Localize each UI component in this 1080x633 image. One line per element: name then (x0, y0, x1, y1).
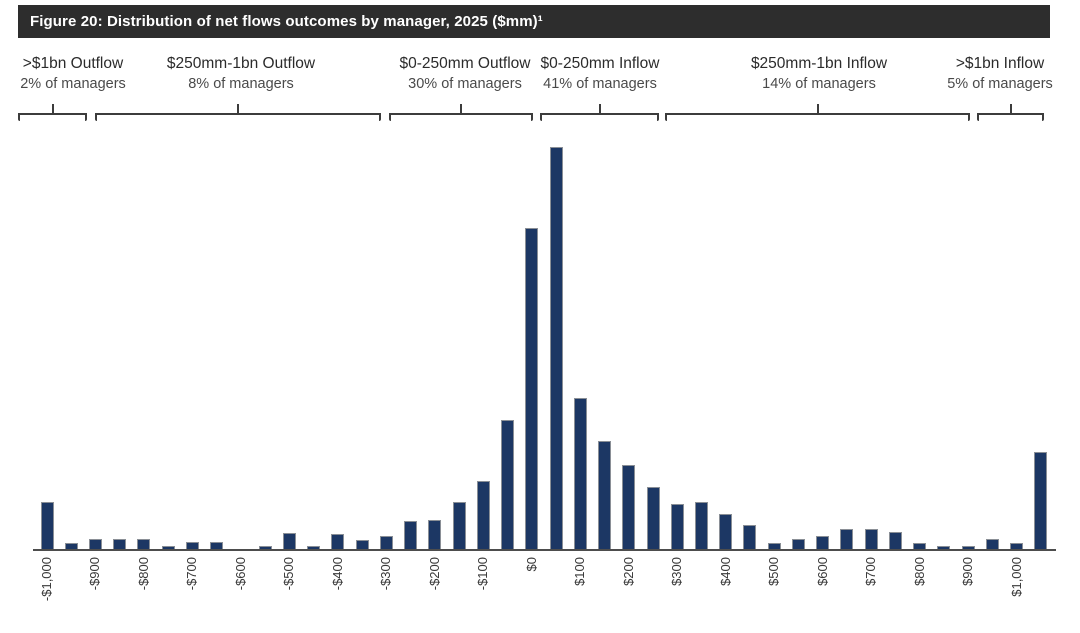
histogram-bar--$200 (428, 520, 441, 551)
x-axis-label: -$800 (136, 557, 151, 591)
histogram-bar-$600 (816, 536, 829, 551)
x-axis-label: $900 (960, 557, 975, 586)
x-axis-line (33, 549, 1056, 551)
histogram-bar--$450 (307, 546, 320, 551)
histogram-bar-$850 (937, 546, 950, 551)
histogram-bar--$750 (162, 546, 175, 551)
figure-title: Figure 20: Distribution of net flows out… (30, 13, 543, 30)
histogram-bar--$800 (137, 539, 150, 551)
histogram-bar--$1,000 (41, 502, 54, 551)
histogram-bar-$50 (550, 147, 563, 551)
group-label-4: $0-250mm Inflow 41% of managers (541, 55, 660, 92)
x-axis-label: $200 (621, 557, 636, 586)
histogram-bar-$700 (865, 529, 878, 551)
x-axis-label: -$600 (233, 557, 248, 591)
x-axis-label: $0 (524, 557, 539, 572)
histogram-bar--$500 (283, 533, 296, 551)
group-bracket-5 (665, 104, 970, 121)
group-bracket-6 (977, 104, 1044, 121)
x-axis-label: -$200 (427, 557, 442, 591)
bracket-mid-tick (598, 104, 601, 113)
histogram-bar--$150 (453, 502, 466, 551)
histogram-bar--$50 (501, 420, 514, 551)
histogram-bar--$900 (89, 539, 102, 551)
x-axis-label: $500 (766, 557, 781, 586)
group-share-label: 8% of managers (188, 76, 294, 92)
histogram-bar-$200 (622, 465, 635, 551)
histogram-bar->$1,000 (1034, 452, 1047, 551)
group-bracket-2 (95, 104, 381, 121)
histogram-bar--$550 (259, 546, 272, 551)
histogram-bar--$350 (356, 540, 369, 551)
x-axis-label: $300 (669, 557, 684, 586)
x-axis-label: -$900 (87, 557, 102, 591)
x-axis-label: -$700 (184, 557, 199, 591)
histogram-bar--$400 (331, 534, 344, 551)
histogram-bar-$150 (598, 441, 611, 551)
group-share-label: 14% of managers (762, 76, 876, 92)
group-label-3: $0-250mm Outflow 30% of managers (400, 55, 531, 92)
group-share-label: 5% of managers (947, 76, 1053, 92)
group-label-6: >$1bn Inflow 5% of managers (947, 55, 1053, 92)
bracket-mid-tick (51, 104, 54, 113)
histogram-bar--$650 (210, 542, 223, 551)
histogram-bar-$500 (768, 543, 781, 551)
histogram-bar--$100 (477, 481, 490, 551)
bracket-mid-tick (1009, 104, 1012, 113)
histogram-bar-$550 (792, 539, 805, 551)
x-axis-label: $400 (718, 557, 733, 586)
figure-title-bar: Figure 20: Distribution of net flows out… (18, 5, 1050, 38)
bracket-mid-tick (460, 104, 462, 113)
x-axis-label: -$1,000 (39, 557, 54, 602)
histogram-bar-$1,000 (1010, 543, 1023, 551)
histogram-bar-$900 (962, 546, 975, 551)
histogram-bar-$750 (889, 532, 902, 551)
x-axis-label: -$300 (378, 557, 393, 591)
histogram-bar--$300 (380, 536, 393, 551)
group-range-label: $0-250mm Outflow (399, 55, 531, 72)
x-axis-label: -$100 (475, 557, 490, 591)
histogram-bar--$250 (404, 521, 417, 551)
histogram-bar--$950 (65, 543, 78, 551)
group-share-label: 41% of managers (543, 76, 657, 92)
group-label-5: $250mm-1bn Inflow 14% of managers (751, 55, 887, 92)
group-range-label: >$1bn Outflow (22, 55, 124, 72)
x-axis-label: -$400 (330, 557, 345, 591)
x-axis-label: $100 (572, 557, 587, 586)
histogram-bar-$400 (719, 514, 732, 551)
histogram-bar-$950 (986, 539, 999, 551)
histogram-bar--$850 (113, 539, 126, 551)
group-share-label: 2% of managers (20, 76, 126, 92)
histogram-bar-$450 (743, 525, 756, 551)
histogram-bar-$300 (671, 504, 684, 551)
group-range-label: >$1bn Inflow (955, 55, 1045, 72)
group-range-label: $250mm-1bn Inflow (750, 55, 888, 72)
bracket-mid-tick (237, 104, 239, 113)
x-axis-label: $600 (815, 557, 830, 586)
group-share-label: 30% of managers (408, 76, 522, 92)
x-axis-label: $800 (912, 557, 927, 586)
histogram-bar-$250 (647, 487, 660, 551)
histogram-bar-$350 (695, 502, 708, 551)
group-range-label: $250mm-1bn Outflow (166, 55, 316, 72)
histogram-bar--$700 (186, 542, 199, 551)
x-axis-label: $1,000 (1009, 557, 1024, 597)
x-axis-label: $700 (863, 557, 878, 586)
histogram-bar-$0 (525, 228, 538, 551)
group-range-label: $0-250mm Inflow (540, 55, 660, 72)
group-bracket-1 (18, 104, 87, 121)
group-label-1: >$1bn Outflow 2% of managers (20, 55, 126, 92)
group-bracket-4 (540, 104, 659, 121)
histogram-bar-$650 (840, 529, 853, 551)
group-bracket-3 (389, 104, 533, 121)
x-axis-label: -$500 (281, 557, 296, 591)
histogram-bar-$800 (913, 543, 926, 551)
histogram-bar-$100 (574, 398, 587, 551)
group-label-2: $250mm-1bn Outflow 8% of managers (167, 55, 315, 92)
bracket-mid-tick (816, 104, 819, 113)
